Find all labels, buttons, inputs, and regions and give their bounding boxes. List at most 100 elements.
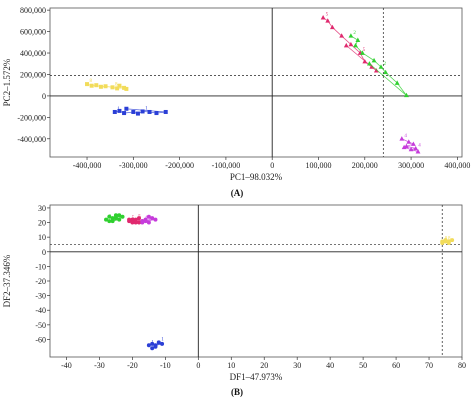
panel-a-y-tick-label: 0 — [42, 92, 46, 101]
panel-b-point-label: 5 — [132, 216, 135, 221]
panel-a-x-tick-label: -100,000 — [212, 161, 241, 170]
panel-a-data-point — [325, 18, 331, 23]
panel-b-data-point — [150, 341, 155, 346]
panel-a-plot: -400,000 -300,000 -200,000 -100,000 0 100,000… — [2, 6, 470, 182]
panel-b-data-point — [133, 220, 138, 225]
panel-b-data-point — [136, 220, 141, 225]
panel-a-series-line — [114, 108, 166, 115]
panel-b-x-tick-label: 20 — [260, 361, 268, 370]
panel-b-x-tick-label: 50 — [359, 361, 367, 370]
panel-a-series-line — [322, 17, 377, 72]
panel-a-data-point — [147, 109, 152, 114]
panel-b-point-label: 2 — [109, 215, 112, 220]
panel-a-series-line — [350, 35, 407, 96]
panel-a-x-tick-label: 0 — [270, 161, 274, 170]
panel-a-data-point — [163, 109, 168, 114]
panel-a-data-point — [124, 106, 129, 111]
panel-a-point-label: 2 — [383, 62, 386, 67]
panel-a-series-5: 44 — [399, 134, 421, 154]
panel-b-data-point — [133, 217, 138, 222]
panel-a-data-point — [112, 109, 117, 114]
panel-b-data-point — [120, 214, 125, 219]
panel-a-data-point — [406, 139, 412, 144]
panel-a-point-label: 1 — [145, 106, 148, 111]
panel-a-data-point — [94, 83, 99, 88]
panel-a-data-point — [103, 84, 108, 89]
panel-a-data-point — [410, 141, 416, 146]
panel-a-data-point — [115, 86, 120, 91]
panel-b-point-label: 1 — [151, 340, 154, 345]
panel-a-data-point — [353, 42, 358, 48]
panel-b-data-point — [146, 343, 151, 348]
panel-a-x-tick-label: 300,000 — [398, 161, 424, 170]
panel-a-data-point — [355, 37, 361, 42]
panel-a-data-point — [122, 85, 127, 90]
panel-b-data-point — [136, 216, 141, 221]
panel-a-point-label: 8 — [90, 79, 93, 84]
panel-a-data-point — [360, 50, 365, 55]
panel-b-data-point — [143, 219, 148, 224]
panel-a-data-point — [362, 58, 368, 64]
panel-b-data-point — [117, 217, 122, 222]
panel-b-label: (B) — [231, 387, 243, 397]
panel-b-point-label: 1 — [161, 337, 164, 342]
panel-b-y-tick-label: -20 — [35, 277, 46, 286]
panel-a-point-label: 1 — [117, 107, 120, 112]
panel-a-data-point — [131, 109, 136, 114]
panel-a-y-tick-label: 200,000 — [20, 70, 46, 79]
panel-b-point-label: 5 — [138, 215, 141, 220]
panel-a-data-point — [117, 83, 122, 88]
panel-b-data-point — [146, 220, 151, 225]
panel-b-plot: -40 -30 -20 -10 0 10 20 30 40 50 60 70 80-60-50-40-3… — [2, 204, 466, 382]
panel-b-data-point — [130, 217, 135, 222]
panel-b-point-label: 8 — [448, 237, 451, 242]
panel-a-data-point — [98, 84, 103, 89]
panel-b-x-axis-label: DF1–47.973% — [230, 372, 283, 382]
panel-b-point-label: 2 — [115, 216, 118, 221]
panel-b-data-point — [113, 216, 118, 221]
panel-b-data-point — [446, 239, 451, 244]
panel-a-y-tick-label: 400,000 — [20, 49, 46, 58]
panel-b-data-point — [150, 346, 155, 351]
panel-a-data-point — [348, 33, 354, 38]
panel-a-data-point — [394, 80, 400, 85]
panel-a-y-axis-label: PC2–1.572% — [2, 58, 12, 106]
panel-a-x-tick-label: -200,000 — [165, 161, 194, 170]
panel-a-point-label: 5 — [326, 13, 329, 18]
panel-a-x-tick-label: -400,000 — [73, 161, 102, 170]
panel-a-x-tick-label: 400,000 — [444, 161, 470, 170]
panel-b-x-tick-label: -20 — [127, 361, 138, 370]
panel-a-data-point — [378, 64, 384, 69]
panel-a-data-point — [85, 82, 90, 87]
panel-b-y-tick-label: -60 — [35, 335, 46, 344]
panel-a-data-point — [343, 42, 349, 48]
panel-b-data-point — [110, 216, 115, 221]
panel-a-data-point — [154, 111, 159, 116]
panel-b-data-point — [110, 219, 115, 224]
panel-a-data-point — [401, 144, 407, 150]
panel-b-data-point — [146, 214, 151, 219]
panel-b-x-tick-label: 70 — [425, 361, 433, 370]
panel-b-data-point — [153, 217, 158, 222]
panel-a-data-point — [89, 83, 94, 88]
panel-b-y-tick-label: -50 — [35, 321, 46, 330]
panel-a-data-point — [122, 111, 127, 116]
panel-a-data-point — [413, 145, 419, 151]
panel-b-x-tick-label: -30 — [94, 361, 105, 370]
panel-b-data-point — [107, 219, 112, 224]
panel-a-data-point — [110, 85, 115, 90]
panel-a-data-point — [373, 68, 379, 73]
panel-a-data-point — [329, 24, 335, 30]
panel-a-data-point — [367, 61, 372, 66]
panel-b-x-tick-label: 60 — [392, 361, 400, 370]
panel-a-x-tick-label: 100,000 — [305, 161, 331, 170]
panel-b-data-point — [140, 220, 145, 225]
panel-a-data-point — [339, 33, 345, 38]
panel-b-x-tick-label: 10 — [227, 361, 235, 370]
panel-b-y-tick-label: 20 — [38, 219, 46, 228]
panel-a-y-tick-label: 800,000 — [20, 6, 46, 15]
